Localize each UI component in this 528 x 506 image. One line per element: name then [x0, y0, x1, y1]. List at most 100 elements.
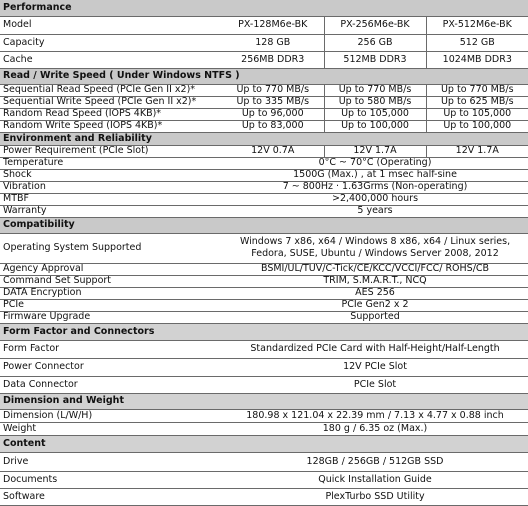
- spec-label: Capacity: [0, 34, 222, 52]
- spec-label: Warranty: [0, 205, 222, 218]
- spec-value: Up to 580 MB/s: [323, 96, 426, 109]
- section-title: Content: [0, 435, 528, 453]
- spec-value: 256 GB: [323, 34, 426, 52]
- spec-row-agency: Agency Approval BSMI/UL/TUV/C-Tick/CE/KC…: [0, 263, 528, 276]
- spec-row-data-connector: Data Connector PCIe Slot: [0, 376, 528, 394]
- spec-row-firmware: Firmware Upgrade Supported: [0, 311, 528, 324]
- spec-label: MTBF: [0, 193, 222, 206]
- spec-label: Temperature: [0, 157, 222, 170]
- spec-value: 0°C ~ 70°C (Operating): [222, 157, 528, 170]
- spec-label: Form Factor: [0, 340, 222, 359]
- spec-row-temperature: Temperature 0°C ~ 70°C (Operating): [0, 157, 528, 170]
- spec-value: 256MB DDR3: [222, 51, 324, 69]
- spec-value: Up to 83,000: [222, 120, 324, 133]
- spec-row-power: Power Requirement (PCIe Slot) 12V 0.7A 1…: [0, 145, 528, 158]
- spec-label: Power Connector: [0, 358, 222, 377]
- spec-label: Drive: [0, 452, 222, 472]
- spec-value: 1024MB DDR3: [425, 51, 528, 69]
- section-title: Performance: [0, 0, 528, 17]
- spec-row-mtbf: MTBF >2,400,000 hours: [0, 193, 528, 206]
- spec-label: Shock: [0, 169, 222, 182]
- spec-value: Up to 625 MB/s: [425, 96, 528, 109]
- spec-value: 12V 0.7A: [222, 145, 324, 158]
- spec-value: 12V PCIe Slot: [222, 358, 528, 377]
- spec-row-dimension: Dimension (L/W/H) 180.98 x 121.04 x 22.3…: [0, 409, 528, 423]
- spec-row-shock: Shock 1500G (Max.) , at 1 msec half-sine: [0, 169, 528, 182]
- spec-label: Documents: [0, 471, 222, 489]
- spec-label: Data Connector: [0, 376, 222, 394]
- spec-label: DATA Encryption: [0, 287, 222, 300]
- spec-row-rand-write: Random Write Speed (IOPS 4KB)* Up to 83,…: [0, 120, 528, 133]
- spec-label: Software: [0, 488, 222, 506]
- section-header-dimension: Dimension and Weight: [0, 393, 528, 410]
- spec-row-model: Model PX-128M6e-BK PX-256M6e-BK PX-512M6…: [0, 16, 528, 35]
- spec-value: PX-128M6e-BK: [222, 16, 324, 35]
- spec-value: Up to 105,000: [425, 108, 528, 121]
- spec-value: AES 256: [222, 287, 528, 300]
- spec-label: Model: [0, 16, 222, 35]
- spec-value: Windows 7 x86, x64 / Windows 8 x86, x64 …: [222, 233, 528, 264]
- spec-value: Up to 770 MB/s: [425, 84, 528, 97]
- spec-row-drive: Drive 128GB / 256GB / 512GB SSD: [0, 452, 528, 472]
- spec-value: Up to 100,000: [425, 120, 528, 133]
- spec-row-encryption: DATA Encryption AES 256: [0, 287, 528, 300]
- spec-label: Sequential Read Speed (PCIe Gen II x2)*: [0, 84, 222, 97]
- spec-row-rand-read: Random Read Speed (IOPS 4KB)* Up to 96,0…: [0, 108, 528, 121]
- section-title: Compatibility: [0, 217, 528, 234]
- spec-value: 128 GB: [222, 34, 324, 52]
- spec-label: Random Read Speed (IOPS 4KB)*: [0, 108, 222, 121]
- spec-label: Sequential Write Speed (PCIe Gen II x2)*: [0, 96, 222, 109]
- spec-row-seq-read: Sequential Read Speed (PCIe Gen II x2)* …: [0, 84, 528, 97]
- section-title: Dimension and Weight: [0, 393, 528, 410]
- spec-row-software: Software PlexTurbo SSD Utility: [0, 488, 528, 506]
- spec-label: Agency Approval: [0, 263, 222, 276]
- spec-value: 512 GB: [425, 34, 528, 52]
- spec-row-weight: Weight 180 g / 6.35 oz (Max.): [0, 422, 528, 436]
- section-header-speed: Read / Write Speed ( Under Windows NTFS …: [0, 68, 528, 85]
- spec-row-pcie: PCIe PCIe Gen2 x 2: [0, 299, 528, 312]
- spec-value: BSMI/UL/TUV/C-Tick/CE/KCC/VCCI/FCC/ ROHS…: [222, 263, 528, 276]
- section-header-form-factor: Form Factor and Connectors: [0, 323, 528, 341]
- spec-row-capacity: Capacity 128 GB 256 GB 512 GB: [0, 34, 528, 52]
- spec-row-documents: Documents Quick Installation Guide: [0, 471, 528, 489]
- spec-value: PX-512M6e-BK: [425, 16, 528, 35]
- spec-label: Operating System Supported: [0, 233, 222, 264]
- spec-row-command: Command Set Support TRIM, S.M.A.R.T., NC…: [0, 275, 528, 288]
- spec-label: Random Write Speed (IOPS 4KB)*: [0, 120, 222, 133]
- spec-row-warranty: Warranty 5 years: [0, 205, 528, 218]
- spec-label: Dimension (L/W/H): [0, 409, 222, 423]
- section-header-compatibility: Compatibility: [0, 217, 528, 234]
- spec-value: 7 ~ 800Hz · 1.63Grms (Non-operating): [222, 181, 528, 194]
- spec-label: Firmware Upgrade: [0, 311, 222, 324]
- spec-value: PCIe Slot: [222, 376, 528, 394]
- spec-row-form-factor: Form Factor Standardized PCIe Card with …: [0, 340, 528, 359]
- spec-row-seq-write: Sequential Write Speed (PCIe Gen II x2)*…: [0, 96, 528, 109]
- spec-value: Up to 96,000: [222, 108, 324, 121]
- spec-value: 512MB DDR3: [323, 51, 426, 69]
- spec-value: Up to 770 MB/s: [222, 84, 324, 97]
- spec-value: Up to 770 MB/s: [323, 84, 426, 97]
- section-title: Form Factor and Connectors: [0, 323, 528, 341]
- spec-value: Supported: [222, 311, 528, 324]
- section-title: Read / Write Speed ( Under Windows NTFS …: [0, 68, 528, 85]
- spec-label: PCIe: [0, 299, 222, 312]
- spec-label: Command Set Support: [0, 275, 222, 288]
- spec-label: Weight: [0, 422, 222, 436]
- spec-value: Quick Installation Guide: [222, 471, 528, 489]
- spec-row-os: Operating System Supported Windows 7 x86…: [0, 233, 528, 264]
- spec-label: Cache: [0, 51, 222, 69]
- spec-value: >2,400,000 hours: [222, 193, 528, 206]
- spec-value: 180.98 x 121.04 x 22.39 mm / 7.13 x 4.77…: [222, 409, 528, 423]
- section-header-performance: Performance: [0, 0, 528, 17]
- spec-label: Power Requirement (PCIe Slot): [0, 145, 222, 158]
- spec-label: Vibration: [0, 181, 222, 194]
- spec-row-cache: Cache 256MB DDR3 512MB DDR3 1024MB DDR3: [0, 51, 528, 69]
- spec-row-power-connector: Power Connector 12V PCIe Slot: [0, 358, 528, 377]
- section-header-content: Content: [0, 435, 528, 453]
- spec-value: 12V 1.7A: [323, 145, 426, 158]
- section-header-environment: Environment and Reliability: [0, 132, 528, 146]
- spec-value: 12V 1.7A: [425, 145, 528, 158]
- spec-value: PlexTurbo SSD Utility: [222, 488, 528, 506]
- spec-value: Up to 105,000: [323, 108, 426, 121]
